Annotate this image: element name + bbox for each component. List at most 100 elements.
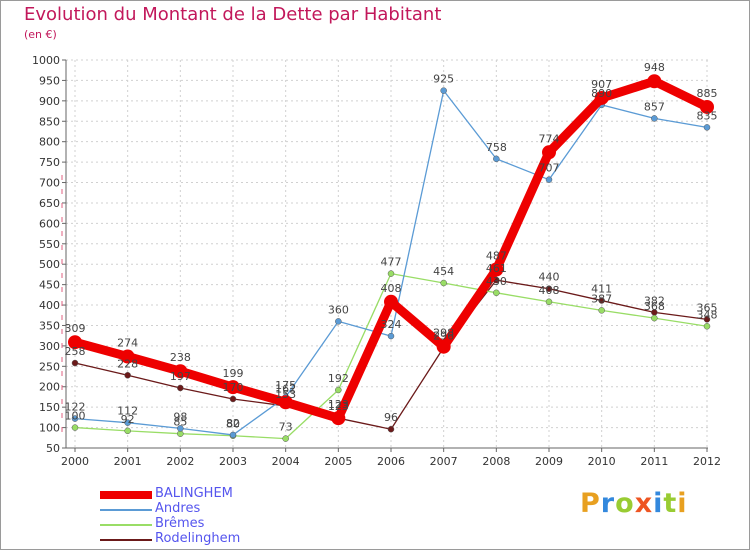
legend-label: Rodelinghem <box>155 531 241 546</box>
data-label: 925 <box>433 73 454 86</box>
y-tick-label: 850 <box>39 115 60 128</box>
data-point <box>229 395 237 403</box>
grid <box>66 59 708 449</box>
data-point <box>387 425 395 433</box>
x-tick-label: 2011 <box>640 455 668 468</box>
y-tick-label: 50 <box>46 442 60 455</box>
data-label: 123 <box>328 398 349 411</box>
data-labels: 258 228 197 170 153 123 96 296 461 440 411 382 365 10… <box>65 61 718 433</box>
data-label: 758 <box>486 141 507 154</box>
legend-label: Andres <box>155 501 201 516</box>
x-tick-label: 2007 <box>430 455 458 468</box>
data-label: 238 <box>170 351 191 364</box>
data-label: 80 <box>226 418 240 431</box>
x-tick-label: 2004 <box>272 455 300 468</box>
logo-letter: i <box>677 488 688 519</box>
x-tick-label: 2000 <box>61 455 89 468</box>
data-label: 170 <box>223 381 244 394</box>
data-label: 440 <box>539 271 560 284</box>
y-tick-label: 400 <box>39 299 60 312</box>
data-label: 153 <box>275 388 296 401</box>
data-label: 907 <box>591 78 612 91</box>
data-point <box>647 74 662 89</box>
data-label: 461 <box>486 262 507 275</box>
data-point <box>542 145 556 160</box>
y-tick-label: 250 <box>39 360 60 373</box>
logo-letter: i <box>653 488 664 519</box>
y-tick-label: 600 <box>39 217 60 230</box>
data-point <box>703 323 711 330</box>
data-label: 162 <box>275 382 296 395</box>
x-tick-label: 2003 <box>219 455 247 468</box>
legend-swatch <box>100 491 152 499</box>
data-label: 890 <box>591 87 612 100</box>
y-tick-label: 900 <box>39 95 60 108</box>
data-point <box>331 411 346 426</box>
chart-subtitle: (en €) <box>24 28 57 41</box>
data-label: 298 <box>433 327 454 340</box>
data-label: 309 <box>65 322 86 335</box>
data-label: 835 <box>697 109 718 122</box>
data-point <box>177 384 184 392</box>
data-point <box>545 298 553 306</box>
y-tick-label: 350 <box>39 319 60 332</box>
data-label: 365 <box>697 301 718 314</box>
legend-label: Brêmes <box>155 516 205 531</box>
data-point <box>598 297 605 304</box>
x-tick-label: 2009 <box>535 455 563 468</box>
data-point <box>489 262 504 277</box>
x-tick-label: 2010 <box>588 455 616 468</box>
data-label: 82 <box>226 417 240 430</box>
data-point <box>545 285 553 292</box>
data-label: 85 <box>173 416 187 429</box>
x-tick-label: 2008 <box>482 455 510 468</box>
data-point <box>440 279 447 287</box>
data-label: 296 <box>433 330 454 343</box>
data-label: 360 <box>328 303 349 316</box>
data-point <box>226 380 240 395</box>
data-point <box>71 424 79 431</box>
legend-swatch <box>100 509 152 511</box>
data-point <box>598 307 605 314</box>
y-tick-label: 650 <box>39 197 60 210</box>
data-label: 100 <box>65 410 86 423</box>
data-label: 857 <box>644 100 665 113</box>
data-point <box>278 395 293 410</box>
data-label: 348 <box>697 308 718 321</box>
data-point <box>440 87 447 94</box>
data-label: 122 <box>65 401 86 414</box>
logo-letter: t <box>663 488 678 519</box>
data-point <box>703 124 711 131</box>
series-lines <box>68 74 714 442</box>
data-point <box>335 386 342 394</box>
data-point <box>71 359 79 367</box>
axes: 50 100 150 200 250 300 350 400 450 500 550 600 650 70… <box>32 54 721 468</box>
data-label: 96 <box>384 411 398 424</box>
data-label: 73 <box>279 421 293 434</box>
data-label: 92 <box>121 413 135 426</box>
data-point <box>651 314 658 322</box>
data-label: 487 <box>486 250 507 263</box>
data-point <box>651 115 658 122</box>
y-tick-label: 450 <box>39 279 60 292</box>
logo-letter: P <box>580 488 601 519</box>
data-point <box>387 270 395 277</box>
data-label: 408 <box>539 284 560 297</box>
data-point <box>436 339 451 354</box>
data-label: 411 <box>591 283 612 296</box>
data-point <box>594 90 609 105</box>
y-tick-label: 500 <box>39 258 60 271</box>
data-label: 175 <box>275 379 296 392</box>
y-tick-label: 150 <box>39 401 60 414</box>
chart-title: Evolution du Montant de la Dette par Hab… <box>24 4 442 25</box>
data-point <box>335 318 342 325</box>
data-label: 885 <box>697 87 718 100</box>
x-tick-label: 2001 <box>114 455 142 468</box>
data-point <box>71 415 79 422</box>
data-point <box>387 332 395 340</box>
data-point <box>700 99 714 114</box>
data-point <box>282 435 289 442</box>
y-tick-label: 300 <box>39 340 60 353</box>
data-point <box>177 425 184 432</box>
x-tick-label: 2006 <box>377 455 405 468</box>
